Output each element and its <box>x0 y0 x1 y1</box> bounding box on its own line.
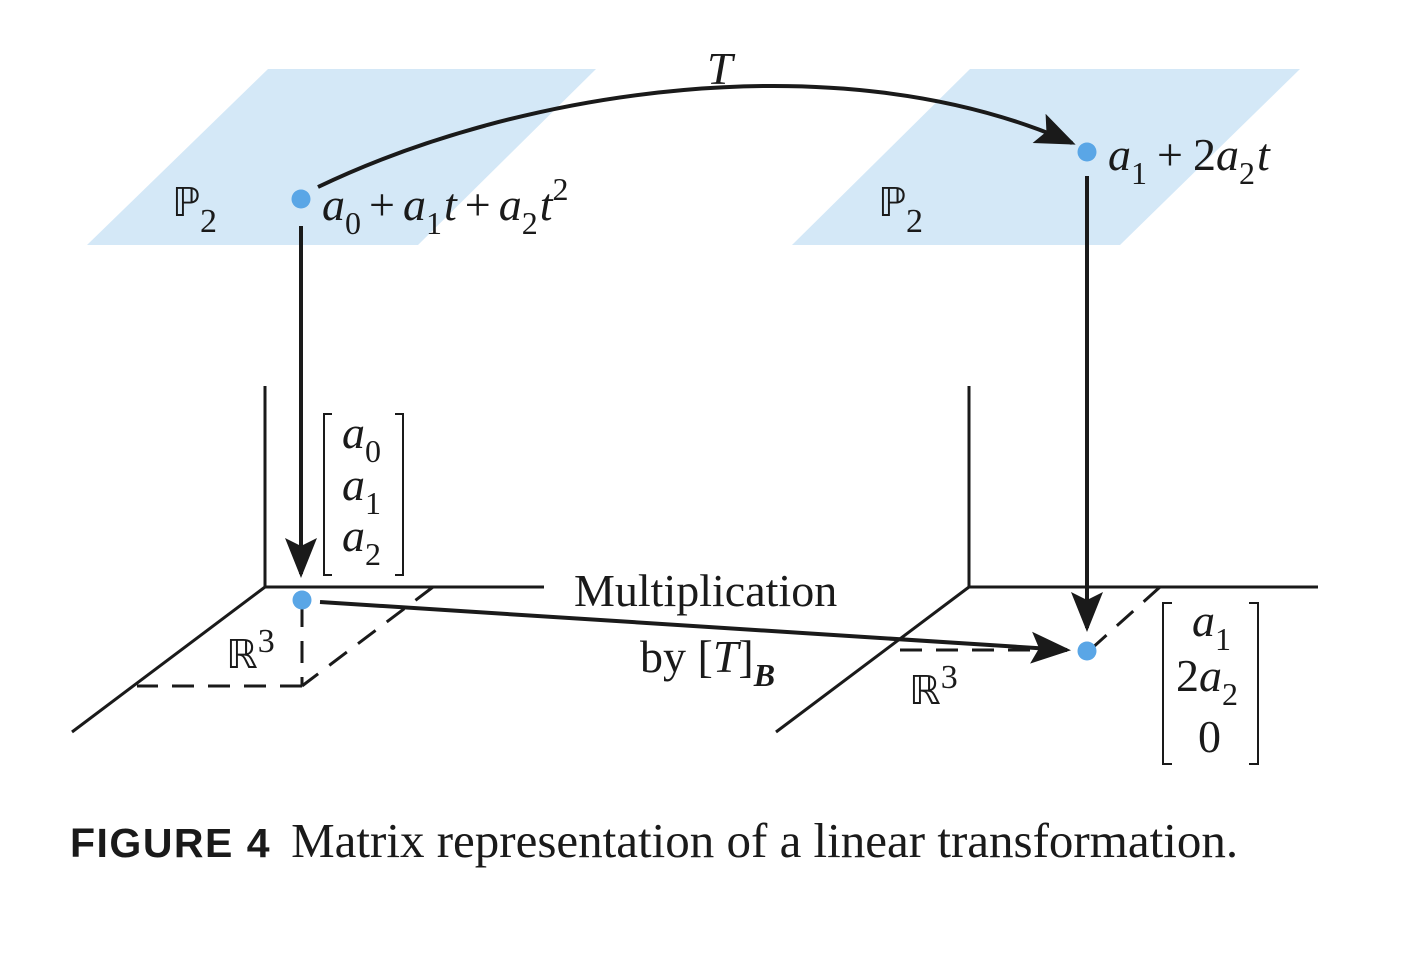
point-output-vector <box>1077 641 1097 661</box>
output-vector-right-bracket <box>1249 602 1259 765</box>
space-label-r3-right: ℝ3 <box>909 659 958 714</box>
output-vector-left-bracket <box>1162 602 1172 765</box>
matrix-map-label-line2: by [T]B <box>640 631 775 693</box>
arrow-matrix-multiplication <box>319 600 1071 664</box>
matrix-map-label-line1: Multiplication <box>574 565 837 616</box>
frame-r3-left <box>71 386 544 734</box>
output-vector-entry: 2a2 <box>1176 650 1238 712</box>
figure-caption: FIGURE 4 Matrix representation of a linea… <box>70 808 1330 876</box>
frame-r3-right <box>775 386 1318 734</box>
output-polynomial: a1 +2a2t <box>1108 129 1271 191</box>
output-vector-entry: a1 <box>1192 595 1231 657</box>
caption-label: FIGURE 4 <box>70 820 272 866</box>
plane-p2-right <box>792 69 1300 245</box>
input-vector-entry: a1 <box>342 459 381 521</box>
output-vector: a1 2a2 0 <box>1162 595 1259 765</box>
label-backdrop <box>552 562 872 608</box>
point-output-polynomial <box>1077 142 1097 162</box>
input-vector-entry: a0 <box>342 407 381 469</box>
arrow-transformation-t <box>317 84 1076 189</box>
map-label-t: T <box>707 43 736 94</box>
space-label-r3-left: ℝ3 <box>226 623 275 678</box>
input-polynomial: a0 + a1t + a2t2 <box>322 171 568 241</box>
frame-r3-left-dashes <box>137 585 434 688</box>
point-input-vector <box>292 590 312 610</box>
input-vector-left-bracket <box>323 413 332 576</box>
space-label-p2-right: ℙ2 <box>878 180 923 240</box>
input-vector: a0 a1 a2 <box>323 407 404 576</box>
space-label-p2-left: ℙ2 <box>172 180 217 240</box>
point-input-polynomial <box>291 189 311 209</box>
caption-text: Matrix representation of a linear transf… <box>291 813 1239 868</box>
plane-p2-left <box>87 69 596 245</box>
input-vector-right-bracket <box>395 413 404 576</box>
output-vector-entry: 0 <box>1198 711 1221 762</box>
input-vector-entry: a2 <box>342 510 381 572</box>
